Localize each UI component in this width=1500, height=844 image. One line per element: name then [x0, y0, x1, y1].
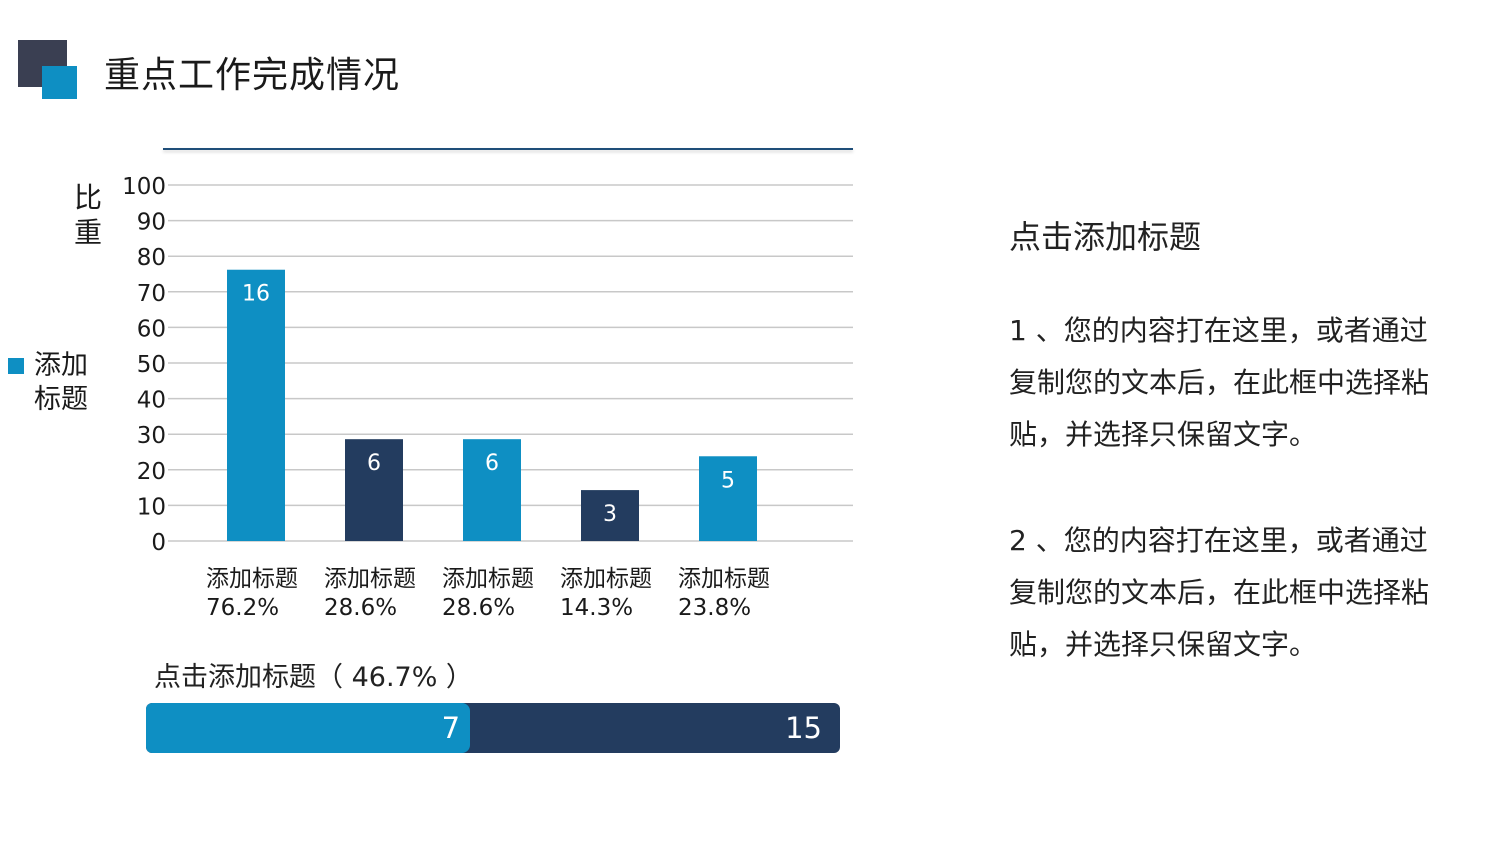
- y-tick-label: 70: [137, 281, 166, 307]
- progress-title: 点击添加标题（ 46.7% ）: [154, 662, 473, 693]
- bar: [227, 269, 285, 541]
- chart-top-rule: [163, 148, 853, 150]
- progress-bar: 7 15: [146, 703, 840, 753]
- x-tick-sublabel: 76.2%: [206, 595, 279, 621]
- x-tick-label: 添加标题: [324, 566, 416, 592]
- y-tick-label: 0: [151, 530, 166, 556]
- progress-bar-fill: 7: [146, 703, 471, 753]
- side-paragraph-1: 1 、您的内容打在这里，或者通过复制您的文本后，在此框中选择粘贴，并选择只保留文…: [1009, 314, 1430, 451]
- y-tick-label: 10: [137, 494, 166, 520]
- side-heading: 点击添加标题: [1009, 218, 1202, 256]
- bar-chart: 16 6 6 3 5 0 10 20 30 40 50 60 70 80 90 100 添加标题 76.2% 添…: [122, 174, 853, 621]
- legend-swatch-icon: [8, 358, 24, 374]
- x-tick-label: 添加标题: [560, 566, 652, 592]
- progress-value-a: 7: [441, 711, 461, 745]
- x-tick-label: 添加标题: [442, 566, 534, 592]
- progress-value-b: 15: [785, 711, 822, 745]
- bar: [463, 439, 521, 541]
- data-label: 5: [721, 468, 735, 493]
- x-tick-label: 添加标题: [206, 566, 298, 592]
- bar: [345, 439, 403, 541]
- y-tick-label: 100: [122, 174, 166, 200]
- y-tick-label: 50: [137, 352, 166, 378]
- x-tick-sublabel: 23.8%: [678, 595, 751, 621]
- y-tick-label: 80: [137, 245, 166, 271]
- legend: 添加标题: [8, 349, 94, 417]
- y-tick-label: 90: [137, 210, 166, 236]
- data-label: 6: [367, 451, 381, 476]
- data-label: 3: [603, 502, 617, 527]
- logo-front-square-icon: [42, 66, 77, 99]
- side-paragraph-2: 2 、您的内容打在这里，或者通过复制您的文本后，在此框中选择粘贴，并选择只保留文…: [1009, 524, 1430, 661]
- data-label: 16: [242, 282, 270, 307]
- y-tick-label: 30: [137, 423, 166, 449]
- bar: [581, 490, 639, 541]
- page-title: 重点工作完成情况: [104, 55, 401, 96]
- y-axis-label: 比重: [74, 181, 103, 249]
- x-tick-sublabel: 28.6%: [324, 595, 397, 621]
- legend-label: 添加标题: [34, 350, 88, 415]
- y-tick-label: 20: [137, 459, 166, 485]
- y-tick-label: 40: [137, 388, 166, 414]
- x-tick-sublabel: 28.6%: [442, 595, 515, 621]
- bar: [699, 456, 757, 541]
- x-tick-sublabel: 14.3%: [560, 595, 633, 621]
- x-tick-label: 添加标题: [678, 566, 770, 592]
- data-label: 6: [485, 451, 499, 476]
- y-tick-label: 60: [137, 316, 166, 342]
